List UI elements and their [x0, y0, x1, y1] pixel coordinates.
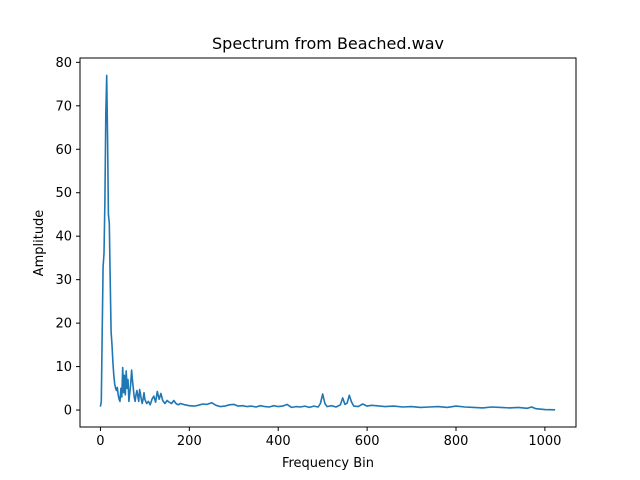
plot-area: 0 200 400 600 800 1000 0 10 20 30 40 50 60 70 80 [55, 56, 577, 449]
x-tick-label: 800 [444, 434, 469, 449]
x-tick-label: 600 [355, 434, 380, 449]
x-tick-label: 1000 [528, 434, 561, 449]
y-tick-label: 0 [64, 404, 72, 419]
y-axis-label: Amplitude [32, 210, 47, 277]
y-tick-label: 70 [55, 99, 72, 114]
y-tick-label: 10 [55, 360, 72, 375]
y-tick-label: 80 [55, 56, 72, 71]
x-tick-label: 0 [96, 434, 104, 449]
y-tick-label: 30 [55, 273, 72, 288]
axes-frame [79, 57, 577, 428]
x-tick-label: 400 [266, 434, 291, 449]
y-tick-label: 40 [55, 230, 72, 245]
y-tick-label: 60 [55, 143, 72, 158]
chart-title: Spectrum from Beached.wav [212, 34, 444, 53]
y-tick-label: 50 [55, 186, 72, 201]
x-tick-label: 200 [177, 434, 202, 449]
spectrum-line [99, 74, 556, 411]
y-tick-label: 20 [55, 317, 72, 332]
x-axis-label: Frequency Bin [282, 456, 374, 471]
